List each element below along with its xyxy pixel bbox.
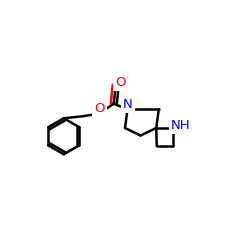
Text: O: O bbox=[94, 102, 105, 115]
Text: N: N bbox=[123, 98, 133, 111]
Text: NH: NH bbox=[171, 119, 190, 132]
Text: O: O bbox=[115, 76, 126, 89]
